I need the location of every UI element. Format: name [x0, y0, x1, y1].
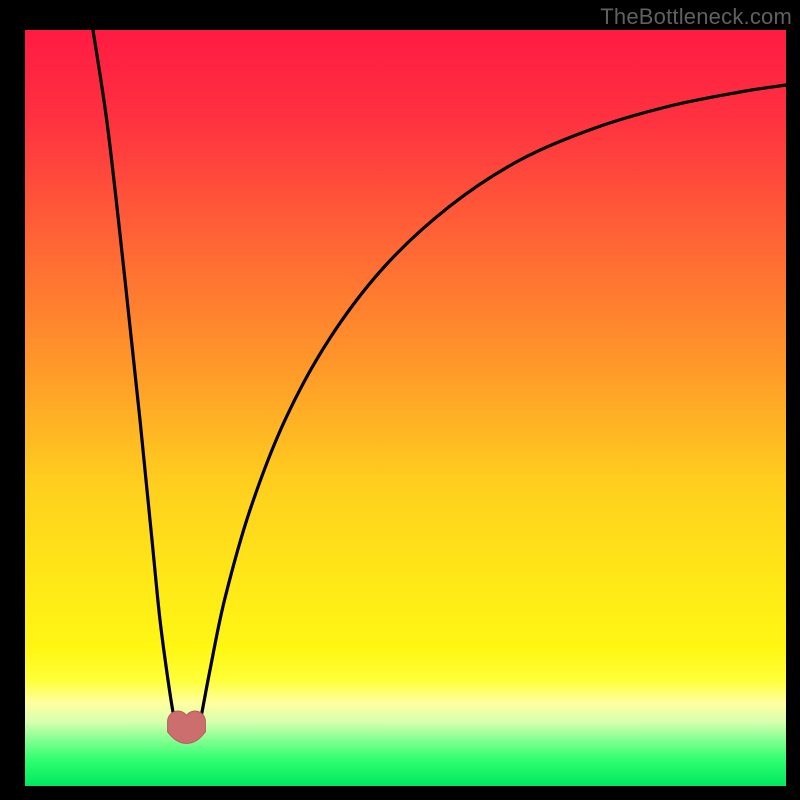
bottleneck-chart [0, 0, 800, 800]
chart-container: TheBottleneck.com [0, 0, 800, 800]
watermark-text: TheBottleneck.com [600, 4, 792, 30]
dip-markers [178, 721, 195, 733]
